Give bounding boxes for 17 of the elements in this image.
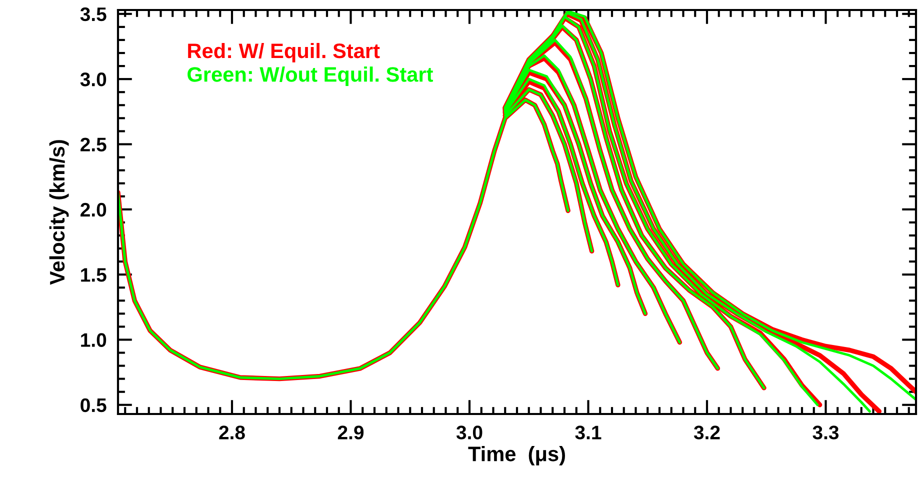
x-tick-label: 3.0 xyxy=(456,426,482,440)
y-tick-label: 3.0 xyxy=(80,72,106,86)
y-tick-label: 2.0 xyxy=(80,202,106,217)
text: Green: W/out Equil. Start xyxy=(188,66,433,86)
y-tick-label: 1.5 xyxy=(81,268,106,282)
x-tick-label: 3.3 xyxy=(812,426,839,440)
x-tick-label: 2.9 xyxy=(338,426,364,440)
x-tick-label: 3.2 xyxy=(694,426,720,440)
text: Red: W/ Equil. Start xyxy=(188,42,380,62)
x-tick-label: 2.8 xyxy=(219,426,245,440)
y-axis-title: Velocity (km/s) xyxy=(49,140,69,285)
y-tick-label: 3.5 xyxy=(80,7,106,22)
y-tick-label: 0.5 xyxy=(80,398,106,412)
y-tick-label: 2.5 xyxy=(80,138,106,152)
x-axis-title: Time (μs) xyxy=(468,446,565,466)
y-tick-label: 1.0 xyxy=(81,333,106,347)
x-tick-label: 3.1 xyxy=(575,426,602,440)
